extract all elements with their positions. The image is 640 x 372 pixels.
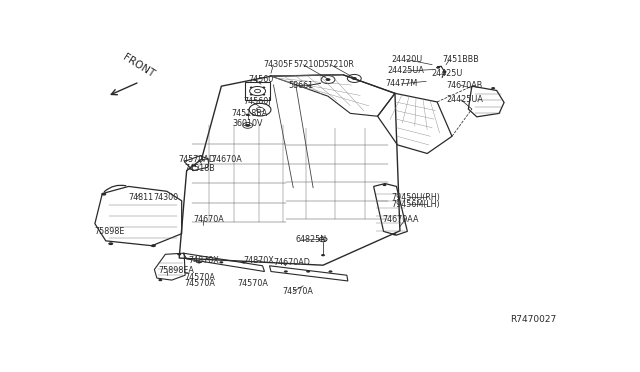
Circle shape	[220, 261, 223, 263]
Text: 74870X: 74870X	[244, 256, 275, 264]
Text: 7451BBB: 7451BBB	[442, 55, 479, 64]
Circle shape	[108, 242, 113, 245]
Circle shape	[262, 87, 266, 88]
Circle shape	[307, 84, 311, 87]
Text: 74560J: 74560J	[244, 97, 271, 106]
Text: 74518BA: 74518BA	[231, 109, 268, 118]
Text: 24425UA: 24425UA	[446, 95, 483, 104]
Circle shape	[491, 87, 495, 89]
Circle shape	[101, 193, 106, 196]
Circle shape	[262, 94, 266, 96]
Circle shape	[197, 261, 201, 263]
Text: 74560: 74560	[249, 74, 274, 83]
Text: 74518B: 74518B	[184, 164, 215, 173]
Circle shape	[443, 71, 447, 73]
Text: 58661: 58661	[288, 81, 314, 90]
Text: 74570A: 74570A	[237, 279, 269, 288]
Text: 75898E: 75898E	[94, 227, 124, 236]
Text: 74300: 74300	[154, 193, 179, 202]
Text: 57210D: 57210D	[293, 60, 324, 69]
Circle shape	[326, 78, 330, 81]
Text: 74570A: 74570A	[282, 287, 313, 296]
Text: 74670A: 74670A	[211, 155, 242, 164]
Circle shape	[321, 254, 325, 256]
Text: 74811: 74811	[129, 193, 154, 202]
Text: 79450U(RH): 79450U(RH)	[392, 193, 440, 202]
Circle shape	[284, 270, 288, 273]
Text: 75898EA: 75898EA	[158, 266, 195, 275]
Text: 79456M(LH): 79456M(LH)	[392, 200, 440, 209]
Circle shape	[246, 114, 250, 116]
Circle shape	[306, 270, 310, 273]
Circle shape	[202, 159, 205, 161]
Text: 24420U: 24420U	[392, 55, 423, 64]
Text: 64825N: 64825N	[296, 235, 327, 244]
Text: 74670AB: 74670AB	[446, 81, 483, 90]
Circle shape	[158, 279, 163, 281]
Text: 74670AD: 74670AD	[273, 259, 310, 267]
Text: 36010V: 36010V	[233, 119, 263, 128]
Text: 74570A: 74570A	[184, 273, 215, 282]
Circle shape	[352, 77, 356, 80]
Circle shape	[321, 238, 324, 240]
Text: R7470027: R7470027	[511, 315, 557, 324]
Circle shape	[151, 244, 156, 247]
Text: 24425U: 24425U	[431, 69, 463, 78]
Text: 74570AD: 74570AD	[178, 155, 215, 164]
Circle shape	[245, 124, 250, 127]
Text: 74670AA: 74670AA	[383, 215, 419, 224]
Circle shape	[250, 94, 253, 96]
Text: 74477M: 74477M	[385, 79, 417, 89]
Circle shape	[250, 87, 253, 88]
Circle shape	[383, 184, 387, 186]
Text: 24425UA: 24425UA	[388, 67, 424, 76]
Circle shape	[436, 67, 440, 69]
Circle shape	[328, 270, 332, 273]
Circle shape	[392, 233, 396, 235]
Text: FRONT: FRONT	[121, 52, 156, 80]
Text: 74570A: 74570A	[184, 279, 215, 288]
Circle shape	[242, 261, 246, 263]
Text: 57210R: 57210R	[323, 60, 354, 69]
Circle shape	[192, 164, 196, 167]
Text: 74670A: 74670A	[193, 215, 224, 224]
Circle shape	[177, 253, 181, 256]
Text: 74305F: 74305F	[264, 60, 293, 69]
Text: 74870X: 74870X	[188, 256, 219, 264]
